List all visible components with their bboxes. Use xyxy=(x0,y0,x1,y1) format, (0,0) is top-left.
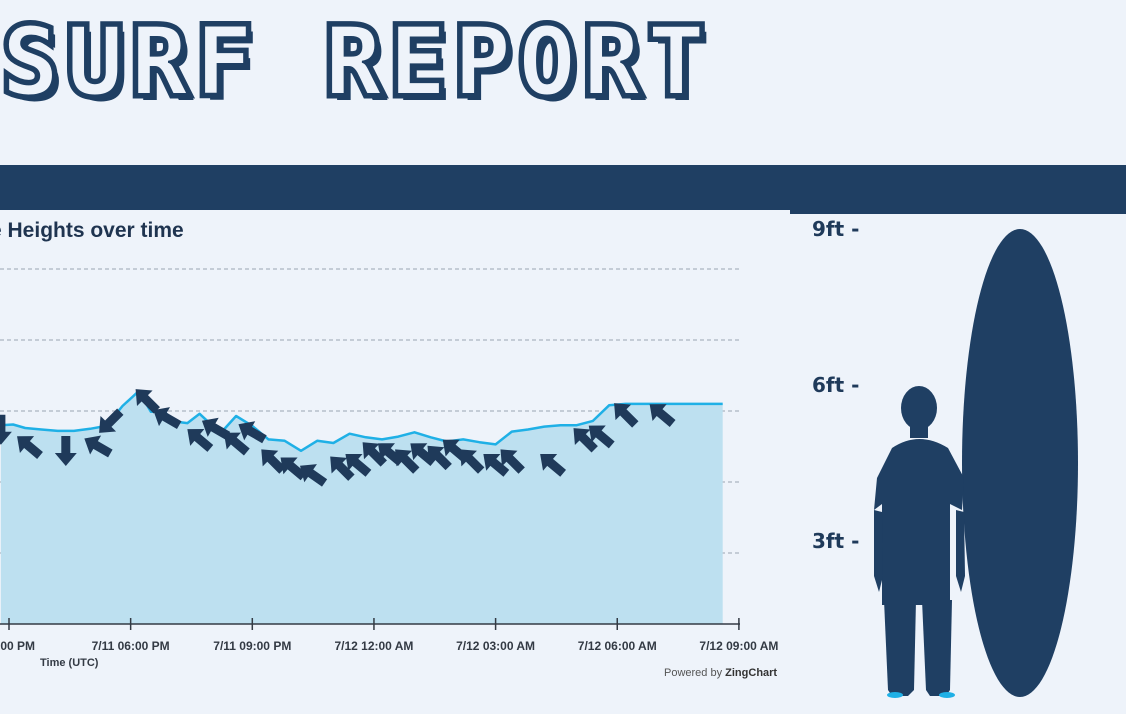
banner xyxy=(0,165,1126,210)
title-shadow: SURF REPORT xyxy=(8,14,719,123)
direction-arrow xyxy=(201,417,231,440)
powered-by-label: Powered by xyxy=(664,667,723,679)
direction-arrow xyxy=(299,464,328,487)
direction-arrow xyxy=(483,453,510,477)
direction-arrow xyxy=(573,428,598,453)
direction-arrow xyxy=(345,453,372,477)
scale-label-9ft: 9ft - xyxy=(812,217,860,241)
direction-arrow xyxy=(614,403,639,428)
x-tick-label: 7/12 06:00 AM xyxy=(578,639,657,653)
x-tick-label: 7/11 06:00 PM xyxy=(92,639,170,653)
direction-arrow xyxy=(54,436,77,466)
direction-arrow xyxy=(153,407,182,429)
powered-by-credit[interactable]: Powered by ZingChart xyxy=(664,667,777,679)
direction-arrow xyxy=(99,408,124,433)
series-area xyxy=(0,391,723,624)
surfboard-silhouette xyxy=(962,229,1078,697)
series-line xyxy=(0,389,723,453)
x-tick-label: 7/12 12:00 AM xyxy=(334,639,413,653)
direction-arrow xyxy=(135,389,160,414)
direction-arrow xyxy=(187,429,214,452)
x-tick-label: 7/12 03:00 AM xyxy=(456,639,535,653)
direction-arrow xyxy=(540,453,567,477)
zingchart-link[interactable]: ZingChart xyxy=(725,667,778,679)
direction-arrow xyxy=(280,457,307,481)
wave-height-chart: 03:00 PM 7/11 06:00 PM 7/11 09:00 PM 7/12 1… xyxy=(0,268,778,669)
x-tick-label: 03:00 PM xyxy=(0,639,35,653)
surfer-scale-figure xyxy=(874,229,1078,698)
scale-label-3ft: 3ft - xyxy=(812,529,860,553)
right-shoe-accent xyxy=(939,692,955,698)
direction-arrow xyxy=(459,449,485,474)
header: SURF REPORT SURF REPORT SURF REPORT xyxy=(0,0,1126,165)
direction-arrow xyxy=(0,414,12,445)
left-shoe-accent xyxy=(887,692,903,698)
direction-arrow xyxy=(330,456,355,481)
banner-underline xyxy=(790,210,1126,214)
direction-arrow xyxy=(17,436,43,459)
direction-arrow xyxy=(588,425,615,449)
x-tick-label: 7/12 09:00 AM xyxy=(699,639,778,653)
chart-title: e Heights over time xyxy=(0,219,184,242)
scale-label-6ft: 6ft - xyxy=(812,373,860,397)
surf-report-logo: SURF REPORT SURF REPORT SURF REPORT xyxy=(0,4,719,124)
surfer-silhouette xyxy=(874,386,965,696)
direction-arrow xyxy=(362,442,387,467)
x-axis-title: Time (UTC) xyxy=(40,657,99,669)
page-title: SURF REPORT xyxy=(2,8,713,117)
direction-arrow xyxy=(427,445,452,471)
direction-arrow xyxy=(649,404,676,427)
direction-arrow xyxy=(500,449,525,474)
direction-arrow xyxy=(84,435,113,458)
direction-arrow xyxy=(223,432,250,456)
x-tick-label: 7/11 09:00 PM xyxy=(213,639,291,653)
direction-arrow xyxy=(395,449,420,474)
title-outline: SURF REPORT xyxy=(2,8,713,117)
direction-arrow xyxy=(238,421,267,444)
direction-arrow xyxy=(261,449,286,474)
